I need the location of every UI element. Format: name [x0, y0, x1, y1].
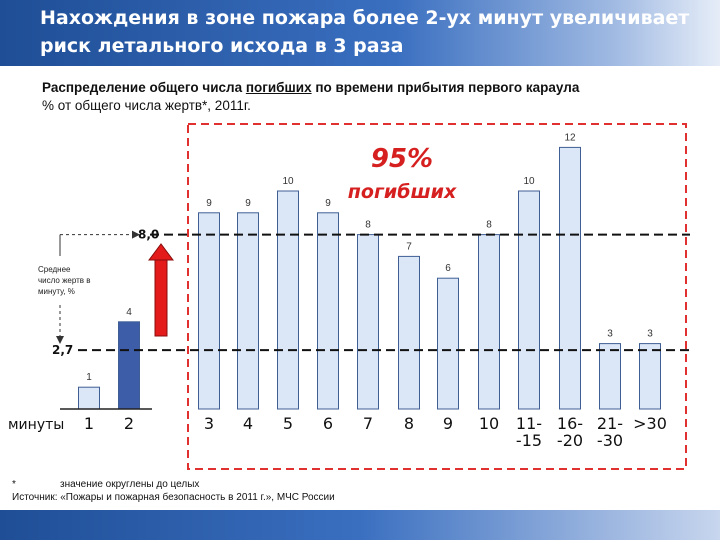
- reference-label-2-7: 2,7: [52, 343, 73, 357]
- bar-value-label: 9: [325, 198, 331, 209]
- x-tick-label: 1: [84, 414, 94, 433]
- x-axis-unit-label: минуты: [8, 417, 64, 433]
- chart-unit-line: % от общего числа жертв*, 2011г.: [42, 98, 251, 113]
- bar-9: [437, 277, 459, 410]
- x-tick-label: 5: [283, 414, 293, 433]
- footer-bar: [0, 510, 720, 540]
- x-tick-label: 10: [479, 414, 499, 433]
- bar-6: [317, 212, 339, 410]
- bar-value-label: 8: [486, 220, 492, 231]
- bar-value-label: 9: [245, 198, 251, 209]
- bar-value-label: 10: [523, 176, 535, 187]
- percent-callout-caption: погибших: [348, 181, 457, 203]
- footnote-star: *: [12, 479, 16, 490]
- x-tick-label: 9: [443, 414, 453, 433]
- bar-14: [639, 343, 661, 410]
- footnote-text: значение округлены до целых: [60, 479, 200, 490]
- subtitle-suffix: по времени прибытия первого караула: [311, 80, 580, 95]
- avg-caption-line: минуту, %: [38, 287, 75, 296]
- x-tick-label: >30: [633, 414, 667, 433]
- bar-11: [518, 190, 540, 410]
- bar-value-label: 7: [406, 241, 412, 252]
- x-tick-label: 8: [404, 414, 414, 433]
- bar-value-label: 4: [126, 307, 132, 318]
- subtitle-prefix: Распределение общего числа: [42, 80, 246, 95]
- bar-10: [478, 234, 500, 410]
- bar-7: [357, 234, 379, 410]
- x-tick-label: 4: [243, 414, 253, 433]
- x-tick-label: 11-: [516, 414, 542, 433]
- x-tick-label: 6: [323, 414, 333, 433]
- bar-value-label: 3: [647, 329, 653, 340]
- chart-subtitle: Распределение общего числа погибших по в…: [42, 80, 579, 95]
- footnote-rounding: * значение округлены до целых: [12, 478, 335, 491]
- x-tick-label: 21-: [597, 414, 623, 433]
- bar-13: [599, 343, 621, 410]
- x-tick-label: -20: [557, 431, 583, 450]
- bar-1: [78, 386, 100, 410]
- slide-title: Нахождения в зоне пожара более 2-ух мину…: [40, 7, 690, 57]
- x-tick-label: 2: [124, 414, 134, 433]
- header-bar: Нахождения в зоне пожара более 2-ух мину…: [0, 0, 720, 66]
- bar-4: [237, 212, 259, 410]
- reference-label-8: 8,0: [138, 228, 159, 242]
- bar-2: [118, 321, 140, 410]
- bar-value-label: 10: [282, 176, 294, 187]
- x-tick-label: -15: [516, 431, 542, 450]
- avg-guide-arrowhead: [132, 230, 140, 239]
- x-tick-label: 16-: [557, 414, 583, 433]
- x-tick-label: 3: [204, 414, 214, 433]
- increase-arrow-head: [148, 243, 174, 261]
- bar-value-label: 9: [206, 198, 212, 209]
- footnote: * значение округлены до целых Источник: «…: [12, 478, 335, 504]
- bar-8: [398, 255, 420, 410]
- subtitle-underlined: погибших: [245, 80, 312, 95]
- bar-5: [277, 190, 299, 410]
- increase-arrow-shaft: [154, 257, 168, 337]
- bar-value-label: 1: [86, 372, 92, 383]
- bar-3: [198, 212, 220, 410]
- percent-callout: 95%: [371, 144, 433, 174]
- avg-bracket-arrowhead: [56, 336, 64, 344]
- avg-caption-line: число жертв в: [38, 276, 91, 285]
- x-tick-label: -30: [597, 431, 623, 450]
- dashed-region-box: [187, 123, 687, 470]
- bar-value-label: 8: [365, 220, 371, 231]
- bar-12: [559, 146, 581, 410]
- bar-value-label: 3: [607, 329, 613, 340]
- bar-value-label: 12: [564, 132, 576, 143]
- avg-caption-line: Среднее: [38, 265, 71, 274]
- bar-value-label: 6: [445, 263, 451, 274]
- x-tick-label: 7: [363, 414, 373, 433]
- footnote-source: Источник: «Пожары и пожарная безопасност…: [12, 492, 335, 503]
